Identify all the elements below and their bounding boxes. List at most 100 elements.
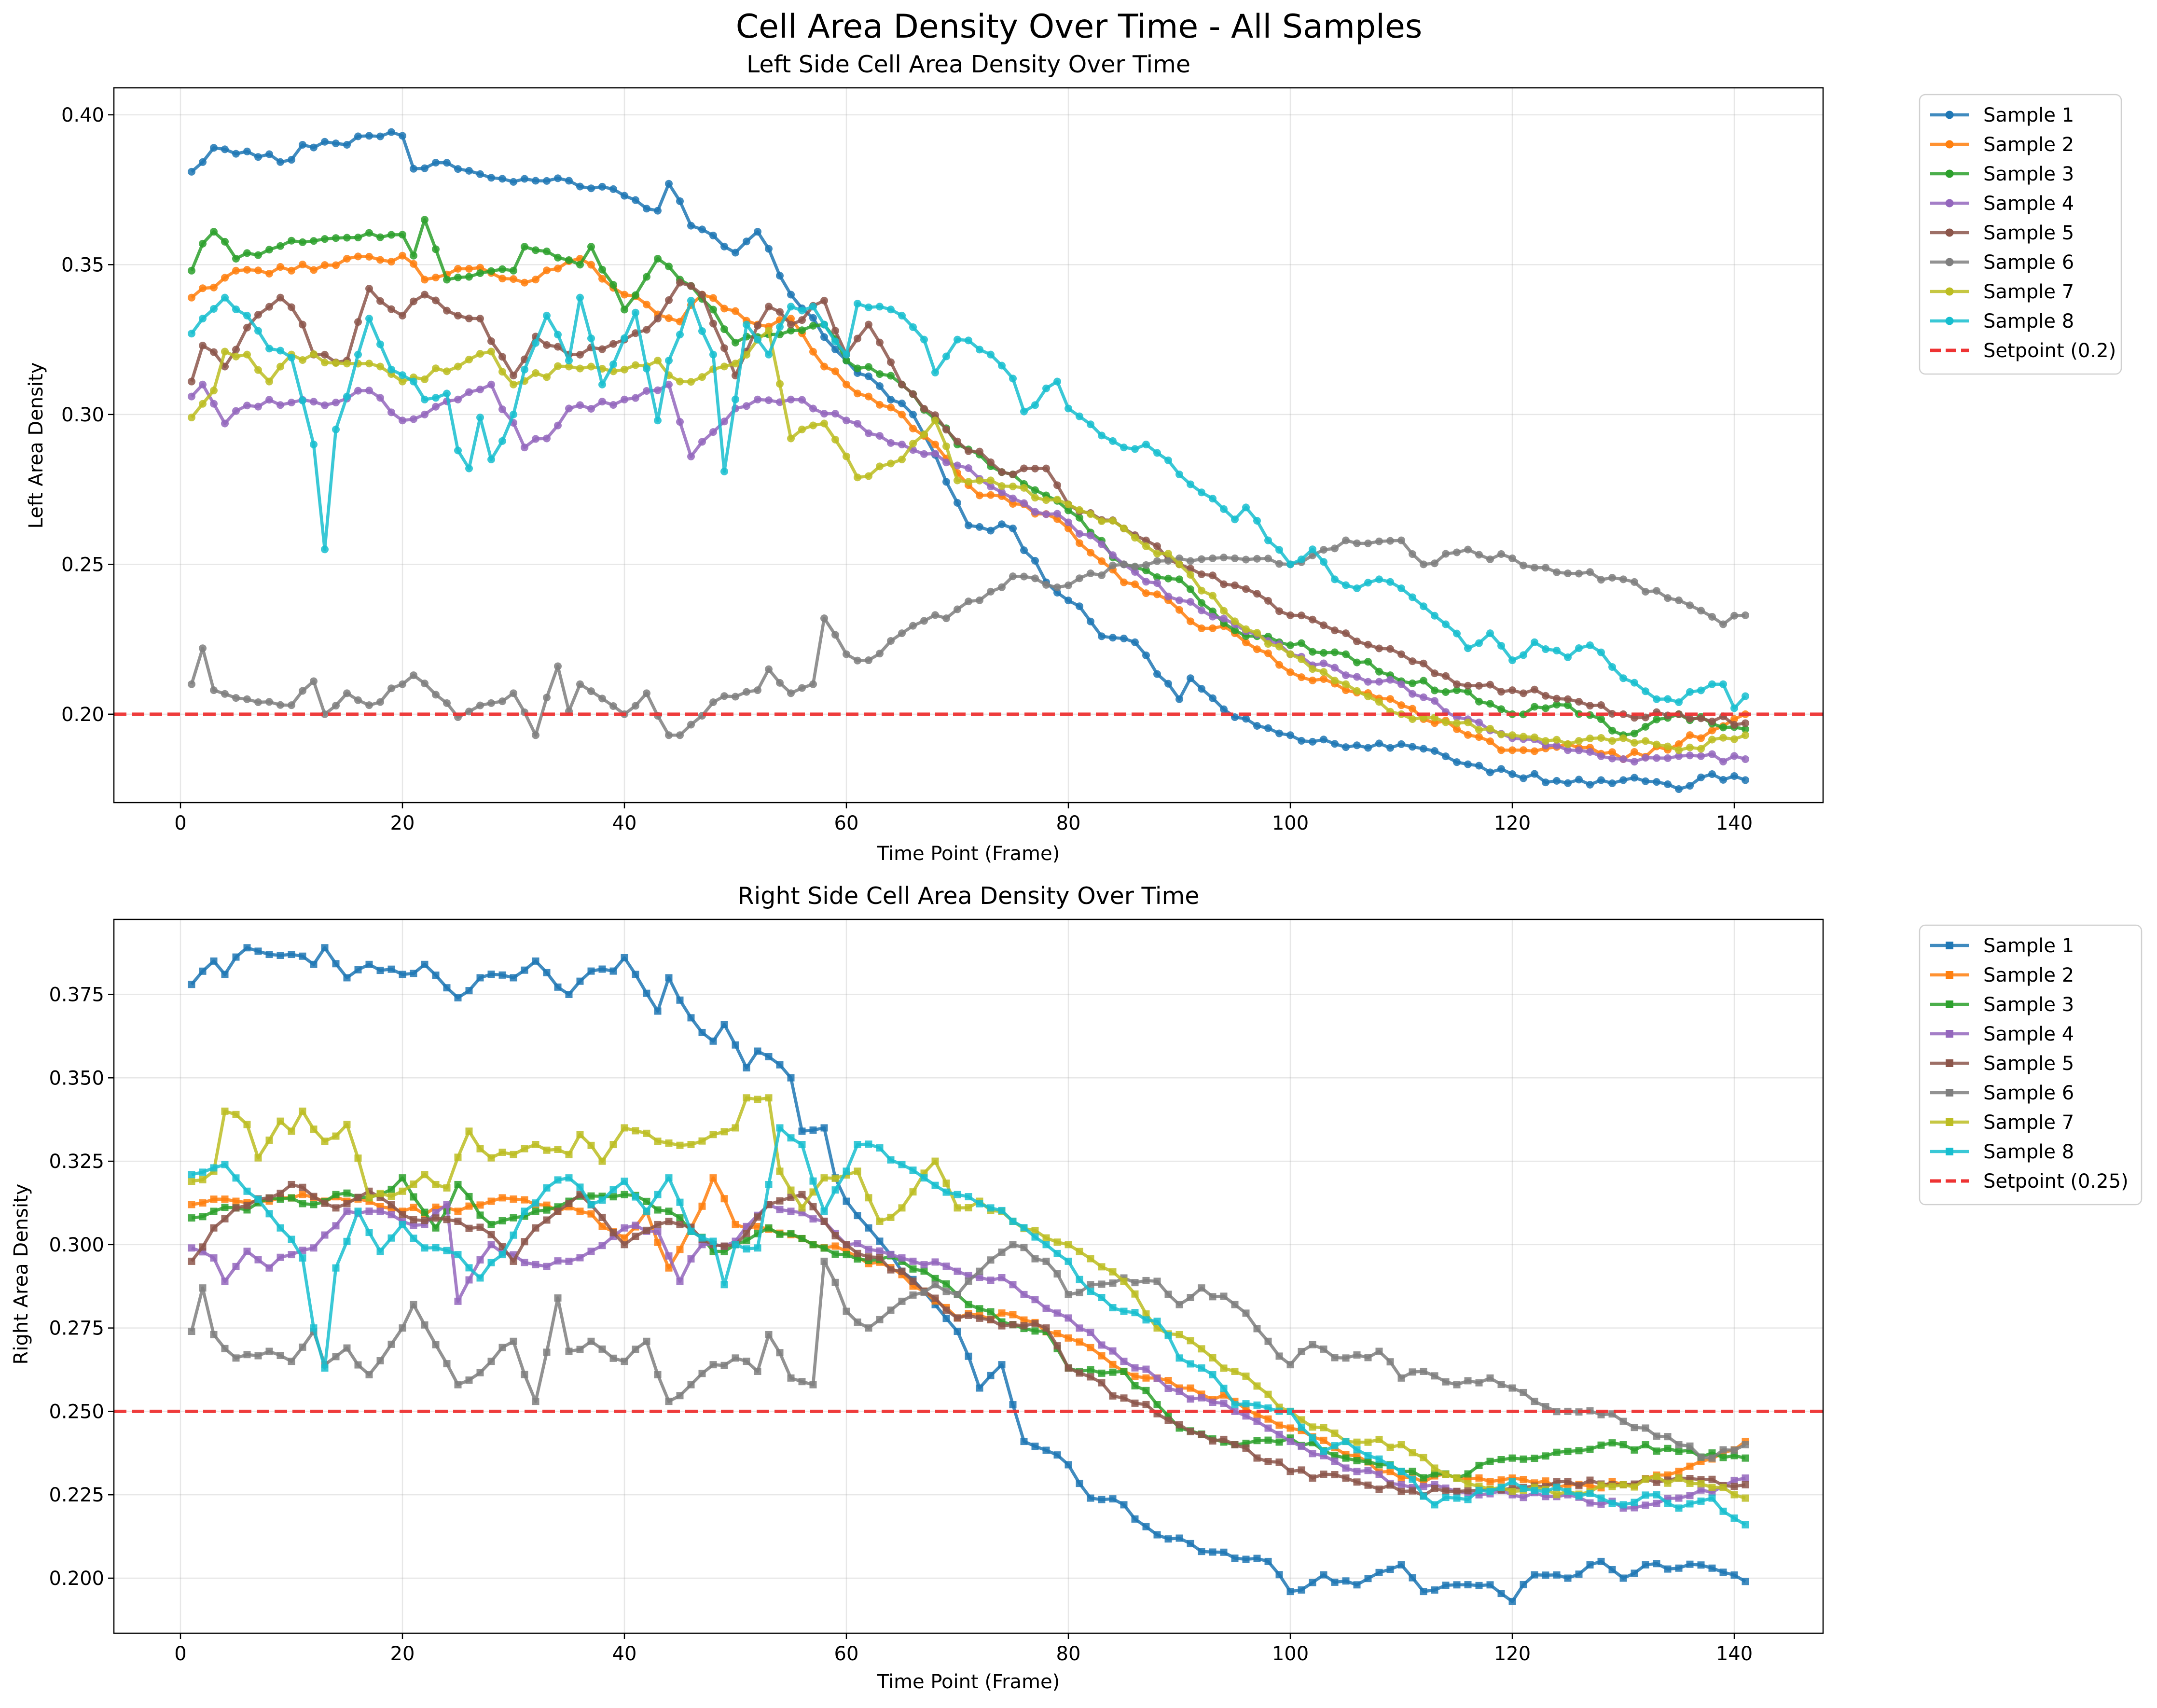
data-point: [1531, 1398, 1538, 1405]
x-tick-label: 20: [390, 812, 415, 834]
data-point: [321, 401, 329, 409]
data-point: [1298, 1423, 1305, 1431]
data-point: [1664, 1444, 1672, 1452]
data-point: [1597, 576, 1605, 584]
data-point: [1409, 1368, 1416, 1376]
data-point: [1286, 641, 1294, 649]
data-point: [210, 957, 218, 965]
data-point: [598, 182, 606, 191]
data-point: [1597, 1494, 1605, 1502]
data-point: [299, 1200, 306, 1208]
series-sample-8: [188, 1124, 1749, 1528]
data-point: [1098, 1496, 1106, 1503]
data-point: [1331, 1471, 1339, 1479]
data-point: [1198, 624, 1205, 632]
data-point: [1098, 1341, 1106, 1349]
data-point: [1719, 1507, 1727, 1515]
data-point: [1631, 578, 1638, 586]
data-point: [277, 293, 284, 302]
data-point: [709, 1174, 717, 1182]
data-point: [1175, 1421, 1183, 1429]
data-point: [954, 1291, 961, 1299]
data-point: [476, 701, 484, 709]
data-point: [1453, 725, 1461, 733]
data-point: [1209, 571, 1217, 580]
x-tick-label: 80: [1056, 812, 1081, 834]
data-point: [1120, 1358, 1128, 1365]
data-point: [498, 1217, 506, 1225]
data-point: [1586, 1482, 1594, 1490]
data-point: [210, 228, 218, 236]
data-point: [1042, 496, 1050, 504]
data-point: [1575, 1447, 1583, 1455]
data-point: [787, 291, 795, 299]
data-point: [1475, 697, 1483, 706]
data-point: [1198, 488, 1205, 497]
data-point: [954, 437, 961, 445]
data-point: [1409, 1449, 1416, 1457]
data-point: [232, 305, 240, 313]
data-point: [1187, 1395, 1194, 1403]
data-point: [1409, 550, 1416, 558]
y-tick-label: 0.40: [61, 104, 104, 126]
legend-box: [1919, 94, 2122, 375]
data-point: [410, 297, 417, 305]
data-point: [1220, 1385, 1228, 1392]
data-point: [221, 1161, 229, 1168]
data-point: [1065, 1291, 1072, 1299]
data-point: [1042, 1324, 1050, 1332]
data-point: [1053, 1250, 1061, 1257]
series-sample-1: [188, 944, 1749, 1605]
data-point: [1697, 607, 1705, 615]
data-point: [698, 1028, 706, 1036]
data-point: [332, 399, 340, 407]
data-point: [199, 315, 207, 323]
data-point: [1220, 607, 1228, 615]
data-point: [1386, 1444, 1394, 1451]
data-point: [1164, 556, 1172, 565]
data-point: [1020, 546, 1028, 555]
data-point: [954, 1267, 961, 1275]
data-point: [1076, 1338, 1083, 1346]
data-point: [1120, 1278, 1128, 1285]
data-point: [498, 437, 506, 445]
data-point: [765, 1180, 773, 1188]
data-point: [343, 974, 351, 982]
data-point: [476, 1369, 484, 1376]
data-point: [798, 1235, 806, 1242]
data-point: [665, 296, 673, 304]
data-point: [521, 175, 528, 183]
data-point: [1209, 624, 1217, 632]
data-point: [1486, 1581, 1494, 1589]
data-point: [421, 410, 429, 418]
data-point: [1320, 1571, 1327, 1579]
data-point: [265, 1264, 273, 1272]
data-point: [1453, 1474, 1461, 1482]
data-point: [387, 684, 395, 693]
data-point: [1286, 611, 1294, 619]
data-point: [243, 1121, 251, 1128]
data-point: [254, 1256, 262, 1264]
data-point: [399, 371, 406, 379]
data-point: [798, 425, 806, 433]
data-point: [199, 158, 207, 166]
data-point: [754, 1367, 761, 1375]
data-point: [243, 402, 251, 410]
data-point: [310, 1201, 318, 1208]
data-point: [709, 294, 717, 302]
data-point: [798, 306, 806, 315]
data-point: [1442, 1494, 1450, 1501]
data-point: [798, 1191, 806, 1198]
data-point: [321, 545, 329, 554]
data-point: [587, 261, 595, 269]
data-point: [1531, 638, 1538, 646]
data-point: [876, 650, 884, 658]
data-point: [1575, 698, 1583, 706]
data-point: [343, 254, 351, 263]
data-point: [1397, 1374, 1405, 1382]
data-point: [1353, 638, 1361, 646]
data-point: [787, 434, 795, 443]
data-point: [1553, 741, 1561, 750]
data-point: [965, 464, 972, 472]
data-point: [1409, 743, 1416, 751]
